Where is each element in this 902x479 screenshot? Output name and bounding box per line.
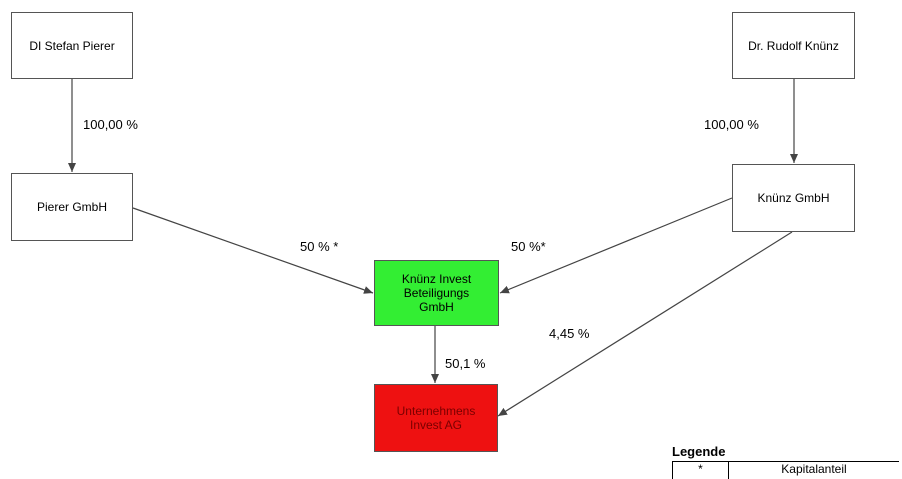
node-label: Knünz GmbH <box>757 191 830 205</box>
label-invest-to-ag-pct: 50,1 % <box>445 356 486 371</box>
node-pierer-gmbh: Pierer GmbH <box>11 173 133 241</box>
legend-row: * Kapitalanteil <box>672 461 899 479</box>
node-label: Dr. Rudolf Knünz <box>748 38 839 53</box>
node-knuenz-gmbh: Knünz GmbH <box>732 164 855 232</box>
label-rudolf-to-knuenz-pct: 100,00 % <box>704 117 759 132</box>
label-knuenz-to-ag-pct: 4,45 % <box>549 326 590 341</box>
arrow-knuenz-gmbh-to-knuenz-invest <box>499 197 733 294</box>
legend-table: * Kapitalanteil <box>672 461 899 479</box>
node-unternehmens-invest: Unternehmens Invest AG <box>374 384 498 452</box>
arrow-knuenz-gmbh-to-unternehmens-invest <box>497 231 793 417</box>
legend-symbol: * <box>672 461 729 479</box>
label-knuenz-to-invest-pct: 50 %* <box>511 239 546 254</box>
node-label: Pierer GmbH <box>36 200 107 214</box>
label-pierer-to-invest-pct: 50 % * <box>300 239 339 254</box>
node-label-line: Unternehmens <box>396 404 476 418</box>
label-stefan-to-pierer-pct: 100,00 % <box>83 117 138 132</box>
legend-description: Kapitalanteil <box>728 461 899 479</box>
arrow-pierer-gmbh-to-knuenz-invest <box>132 207 374 294</box>
node-label-line: Invest AG <box>409 418 463 432</box>
node-label-line: GmbH <box>419 300 454 314</box>
node-rudolf-knuenz: Dr. Rudolf Knünz <box>732 12 855 79</box>
node-knuenz-invest-beteiligungs: Knünz Invest Beteiligungs GmbH <box>374 260 499 326</box>
node-stefan-pierer: DI Stefan Pierer <box>11 12 133 79</box>
node-label-line: Knünz Invest <box>401 272 472 286</box>
node-label: DI Stefan Pierer <box>29 38 115 53</box>
legend-title: Legende <box>672 444 726 459</box>
node-label-line: Beteiligungs <box>403 286 470 300</box>
